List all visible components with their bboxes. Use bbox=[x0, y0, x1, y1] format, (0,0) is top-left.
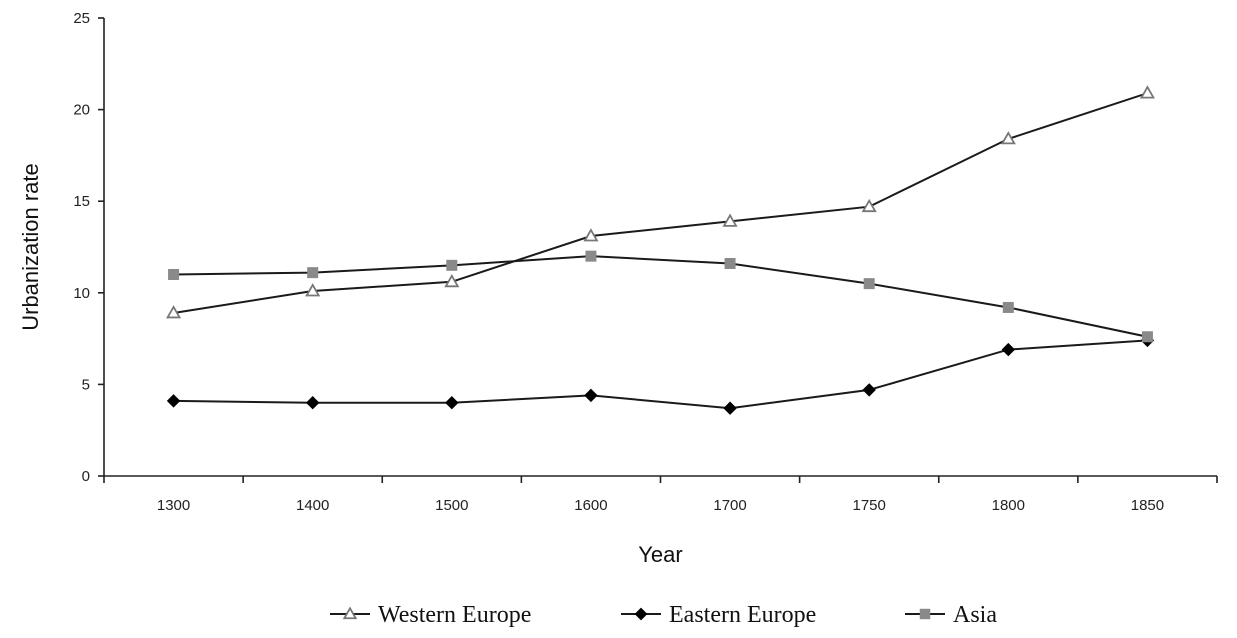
y-axis-title: Urbanization rate bbox=[18, 163, 43, 331]
y-tick-label: 25 bbox=[73, 10, 90, 27]
legend-item: Western Europe bbox=[330, 602, 531, 628]
data-point bbox=[583, 228, 599, 242]
data-point bbox=[722, 213, 738, 227]
data-point bbox=[724, 257, 736, 269]
y-axis-ticks: 0 5 10 15 20 25 bbox=[73, 10, 104, 485]
x-axis-title: Year bbox=[638, 542, 682, 567]
data-point bbox=[166, 305, 182, 319]
data-point bbox=[862, 383, 876, 397]
series-line bbox=[173, 255, 1148, 338]
data-point bbox=[1000, 131, 1016, 145]
series-western-europe bbox=[166, 85, 1155, 319]
data-point bbox=[1139, 85, 1155, 99]
legend-label: Asia bbox=[953, 602, 997, 628]
legend-item: Asia bbox=[905, 602, 997, 628]
y-tick-label: 20 bbox=[73, 102, 90, 119]
data-point bbox=[861, 198, 877, 213]
x-axis-ticks: 1300 1400 1500 1600 1700 1750 1800 1850 bbox=[103, 476, 1218, 514]
x-tick-label: 1750 bbox=[853, 497, 886, 514]
legend-marker bbox=[634, 607, 648, 621]
x-tick-label: 1600 bbox=[574, 497, 607, 514]
legend-label: Eastern Europe bbox=[669, 602, 816, 628]
legend-marker bbox=[919, 608, 931, 620]
data-point bbox=[1001, 342, 1016, 357]
x-tick-label: 1400 bbox=[296, 497, 329, 514]
y-tick-label: 10 bbox=[73, 285, 90, 302]
series-line bbox=[173, 339, 1148, 410]
series-asia bbox=[168, 250, 1153, 343]
legend-marker bbox=[342, 606, 358, 620]
data-point bbox=[863, 278, 875, 290]
data-point bbox=[584, 388, 598, 403]
y-tick-label: 15 bbox=[73, 193, 90, 210]
data-point bbox=[723, 401, 737, 415]
x-tick-label: 1300 bbox=[157, 497, 190, 514]
data-point bbox=[585, 250, 597, 262]
y-tick-label: 0 bbox=[82, 468, 90, 485]
data-point bbox=[444, 273, 460, 288]
x-tick-label: 1850 bbox=[1131, 497, 1164, 514]
series-layer bbox=[166, 85, 1155, 415]
data-point bbox=[168, 268, 180, 280]
data-point bbox=[305, 283, 321, 297]
data-point bbox=[1002, 301, 1014, 313]
series-line bbox=[173, 92, 1148, 314]
y-tick-label: 5 bbox=[82, 376, 90, 393]
x-tick-label: 1800 bbox=[992, 497, 1025, 514]
legend-label: Western Europe bbox=[378, 602, 531, 628]
legend-item: Eastern Europe bbox=[621, 602, 816, 628]
data-point bbox=[166, 394, 181, 408]
data-point bbox=[445, 396, 459, 410]
data-point bbox=[305, 396, 320, 410]
series-eastern-europe bbox=[166, 333, 1155, 415]
data-point bbox=[307, 267, 319, 279]
data-point bbox=[446, 259, 458, 271]
data-point bbox=[1141, 331, 1153, 343]
legend: Western Europe Eastern Europe Asia bbox=[330, 602, 997, 628]
x-tick-label: 1700 bbox=[713, 497, 746, 514]
x-tick-label: 1500 bbox=[435, 497, 468, 514]
